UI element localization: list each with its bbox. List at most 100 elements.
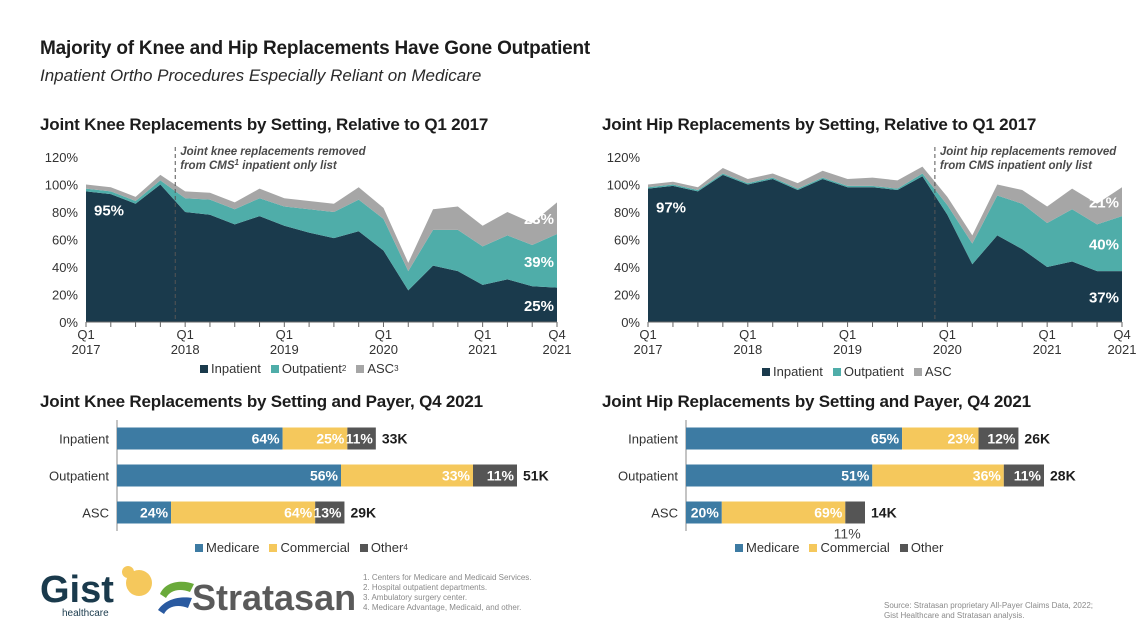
- bar-segment-label-other: 13%: [313, 505, 342, 521]
- knee-bar-chart-title: Joint Knee Replacements by Setting and P…: [40, 392, 483, 411]
- x-tick-label: Q1: [276, 327, 293, 342]
- footnote-4: 4. Medicare Advantage, Medicaid, and oth…: [363, 603, 522, 612]
- y-tick-label: 40%: [52, 260, 78, 275]
- x-tick-label: 2021: [543, 342, 572, 357]
- source-line-1: Source: Stratasan proprietary All-Payer …: [884, 601, 1093, 610]
- bar-segment-label-medicare: 24%: [140, 505, 169, 521]
- bar-total-label: 26K: [1024, 431, 1050, 447]
- area-series-asc: [86, 174, 557, 272]
- area-series-asc: [648, 166, 1122, 244]
- footnote-3: 3. Ambulatory surgery center.: [363, 593, 468, 602]
- legend-swatch: [269, 543, 278, 552]
- bar-segment-other: [315, 501, 345, 524]
- legend-footnote-mark: 3: [394, 364, 399, 373]
- x-tick-label: Q4: [548, 327, 565, 342]
- bar-segment-commercial: [282, 427, 348, 450]
- bar-segment-label-medicare: 51%: [841, 468, 870, 484]
- x-tick-label: 2018: [171, 342, 200, 357]
- hip-area-legend: Inpatient Outpatient ASC: [762, 364, 952, 379]
- stratasan-swoosh-blue-icon: [158, 597, 192, 614]
- data-label-outpatient: 40%: [1089, 237, 1119, 254]
- page-subtitle: Inpatient Ortho Procedures Especially Re…: [40, 66, 482, 85]
- bar-category-label: Outpatient: [618, 469, 678, 484]
- bar-segment-label-medicare: 65%: [871, 431, 900, 447]
- bar-segment-other: [845, 501, 865, 524]
- annotation-text: from CMS inpatient only list: [940, 160, 1093, 172]
- source-line-2: Gist Healthcare and Stratasan analysis.: [884, 611, 1025, 620]
- x-tick-label: Q1: [639, 327, 656, 342]
- bar-segment-label-other: 11%: [1014, 468, 1042, 484]
- hip-bar-chart-title: Joint Hip Replacements by Setting and Pa…: [602, 392, 1031, 411]
- legend-item-inpatient: Inpatient: [200, 361, 261, 376]
- legend-swatch: [356, 364, 365, 373]
- source-note: Source: Stratasan proprietary All-Payer …: [884, 601, 1093, 621]
- annotation-text: Joint hip replacements removed: [940, 146, 1117, 158]
- bar-segment-commercial: [341, 464, 473, 487]
- x-tick-label: 2018: [733, 342, 762, 357]
- bar-segment-label-other: 11%: [487, 468, 515, 484]
- bar-segment-medicare: [686, 464, 873, 487]
- legend-label: Commercial: [820, 540, 890, 555]
- x-tick-label: Q1: [939, 327, 956, 342]
- data-label-inpatient: 97%: [656, 200, 686, 217]
- bar-category-label: ASC: [82, 506, 109, 521]
- bar-segment-label-commercial: 36%: [973, 468, 1002, 484]
- footnote-2: 2. Hospital outpatient departments.: [363, 583, 488, 592]
- bar-total-label: 28K: [1050, 468, 1076, 484]
- stratasan-logo-word: Stratasan: [192, 577, 356, 618]
- legend-item-inpatient: Inpatient: [762, 364, 823, 379]
- legend-swatch: [195, 543, 203, 552]
- bar-segment-commercial: [902, 427, 979, 450]
- x-tick-label: 2017: [72, 342, 101, 357]
- legend-swatch: [735, 543, 743, 552]
- x-tick-label: Q4: [1113, 327, 1130, 342]
- bar-segment-other: [347, 427, 376, 450]
- legend-swatch: [762, 367, 770, 376]
- data-label-inpatient: 37%: [1089, 290, 1119, 307]
- bar-segment-label-commercial: 23%: [948, 431, 977, 447]
- gist-logo-sub: healthcare: [62, 608, 109, 619]
- bar-segment-label-other: 11%: [346, 431, 374, 447]
- bar-segment-medicare: [117, 464, 341, 487]
- x-tick-label: 2019: [833, 342, 862, 357]
- legend-item-medicare: Medicare: [195, 540, 259, 555]
- x-tick-label: Q1: [1038, 327, 1055, 342]
- legend-item-medicare: Medicare: [735, 540, 799, 555]
- stratasan-logo: Stratasan: [158, 577, 356, 618]
- legend-label: Medicare: [746, 540, 800, 555]
- bar-segment-commercial: [171, 501, 316, 524]
- footnotes: 1. Centers for Medicare and Medicaid Ser…: [363, 573, 532, 613]
- bar-total-label: 33K: [382, 431, 408, 447]
- y-tick-label: 80%: [614, 205, 640, 220]
- legend-item-outpatient: Outpatient: [832, 364, 904, 379]
- y-tick-label: 0%: [59, 315, 78, 330]
- bar-segment-other: [978, 427, 1019, 450]
- legend-footnote-mark: 2: [341, 364, 347, 373]
- legend-swatch: [809, 543, 818, 552]
- bar-segment-commercial: [872, 464, 1004, 487]
- hip-bar-legend: Medicare Commercial Other: [735, 540, 943, 555]
- legend-label: Inpatient: [773, 364, 823, 379]
- legend-label: Outpatient: [281, 361, 342, 376]
- page-title: Majority of Knee and Hip Replacements Ha…: [40, 38, 591, 59]
- legend-swatch: [359, 543, 368, 552]
- legend-item-asc: ASC: [913, 364, 952, 379]
- y-tick-label: 120%: [607, 150, 641, 165]
- legend-swatch: [832, 367, 841, 376]
- bar-segment-label-commercial: 64%: [284, 505, 313, 521]
- y-tick-label: 80%: [52, 205, 78, 220]
- knee-area-chart-title: Joint Knee Replacements by Setting, Rela…: [40, 115, 489, 134]
- bar-segment-label-other: 12%: [987, 431, 1016, 447]
- x-tick-label: Q1: [176, 327, 193, 342]
- gist-logo-word: Gist: [40, 569, 114, 611]
- hip-area-chart-title: Joint Hip Replacements by Setting, Relat…: [602, 115, 1037, 134]
- y-tick-label: 20%: [614, 288, 640, 303]
- y-tick-label: 20%: [52, 288, 78, 303]
- data-label-asc: 21%: [1089, 195, 1119, 212]
- legend-label: Medicare: [206, 540, 260, 555]
- legend-item-other: Other: [899, 540, 943, 555]
- x-tick-label: 2019: [270, 342, 299, 357]
- bar-segment-label-commercial: 25%: [316, 431, 345, 447]
